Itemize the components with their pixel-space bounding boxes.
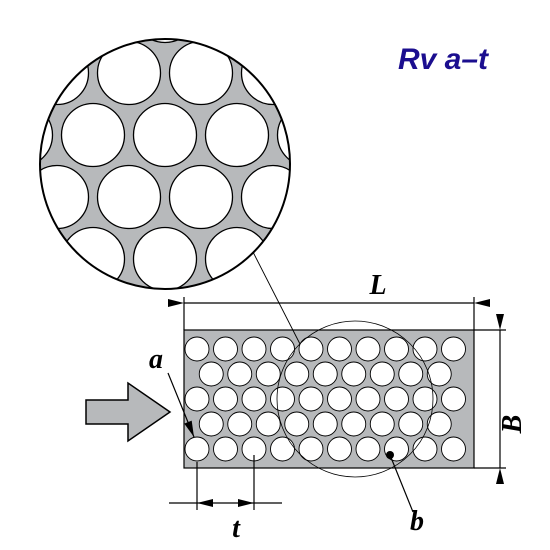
perforation-diagram: LBtab bbox=[0, 0, 550, 550]
direction-arrow bbox=[86, 383, 170, 441]
dim-label-t: t bbox=[232, 513, 241, 544]
magnifier-content bbox=[0, 0, 449, 294]
diagram-title: Rv a–t bbox=[398, 43, 488, 77]
dim-label-L: L bbox=[368, 270, 386, 301]
dim-label-B: B bbox=[497, 415, 528, 435]
dim-label-a: a bbox=[149, 344, 163, 375]
plate bbox=[184, 330, 474, 468]
